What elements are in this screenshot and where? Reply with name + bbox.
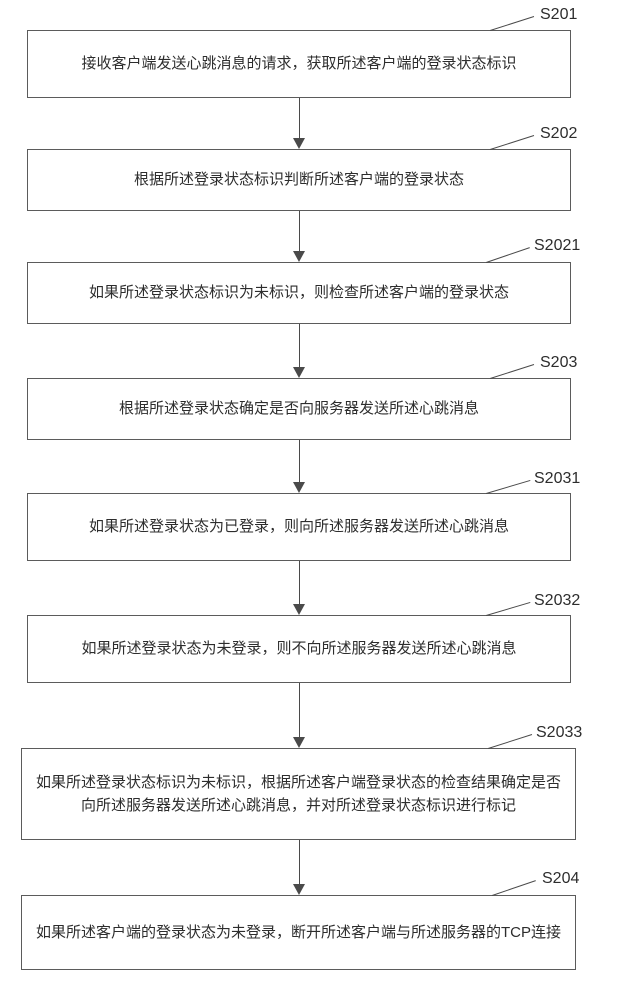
step-label-s2033: S2033 (536, 724, 582, 742)
arrow-head-icon (293, 367, 305, 378)
step-label-s202: S202 (540, 125, 577, 143)
flowchart-canvas: 接收客户端发送心跳消息的请求，获取所述客户端的登录状态标识根据所述登录状态标识判… (0, 0, 631, 1000)
leader-line (486, 480, 530, 494)
step-label-s204: S204 (542, 870, 579, 888)
arrow-stem (299, 840, 300, 884)
arrow-stem (299, 98, 300, 138)
step-label-s2021: S2021 (534, 237, 580, 255)
leader-line (490, 16, 534, 31)
arrow-head-icon (293, 251, 305, 262)
flow-node-s2031: 如果所述登录状态为已登录，则向所述服务器发送所述心跳消息 (27, 493, 571, 561)
arrow-stem (299, 211, 300, 251)
arrow-head-icon (293, 737, 305, 748)
leader-line (486, 602, 530, 616)
arrow-stem (299, 440, 300, 482)
flow-node-s201: 接收客户端发送心跳消息的请求，获取所述客户端的登录状态标识 (27, 30, 571, 98)
leader-line (490, 135, 534, 150)
arrow-head-icon (293, 138, 305, 149)
arrow-head-icon (293, 482, 305, 493)
arrow-head-icon (293, 884, 305, 895)
step-label-s2032: S2032 (534, 592, 580, 610)
step-label-s2031: S2031 (534, 470, 580, 488)
flow-node-s204: 如果所述客户端的登录状态为未登录，断开所述客户端与所述服务器的TCP连接 (21, 895, 576, 970)
flow-node-s2021: 如果所述登录状态标识为未标识，则检查所述客户端的登录状态 (27, 262, 571, 324)
arrow-stem (299, 683, 300, 737)
flow-node-s202: 根据所述登录状态标识判断所述客户端的登录状态 (27, 149, 571, 211)
leader-line (490, 364, 534, 379)
leader-line (486, 247, 530, 263)
step-label-s201: S201 (540, 6, 577, 24)
flow-node-s203: 根据所述登录状态确定是否向服务器发送所述心跳消息 (27, 378, 571, 440)
step-label-s203: S203 (540, 354, 577, 372)
flow-node-s2032: 如果所述登录状态为未登录，则不向所述服务器发送所述心跳消息 (27, 615, 571, 683)
arrow-stem (299, 324, 300, 367)
leader-line (492, 880, 536, 896)
leader-line (488, 734, 532, 749)
flow-node-s2033: 如果所述登录状态标识为未标识，根据所述客户端登录状态的检查结果确定是否向所述服务… (21, 748, 576, 840)
arrow-head-icon (293, 604, 305, 615)
arrow-stem (299, 561, 300, 604)
